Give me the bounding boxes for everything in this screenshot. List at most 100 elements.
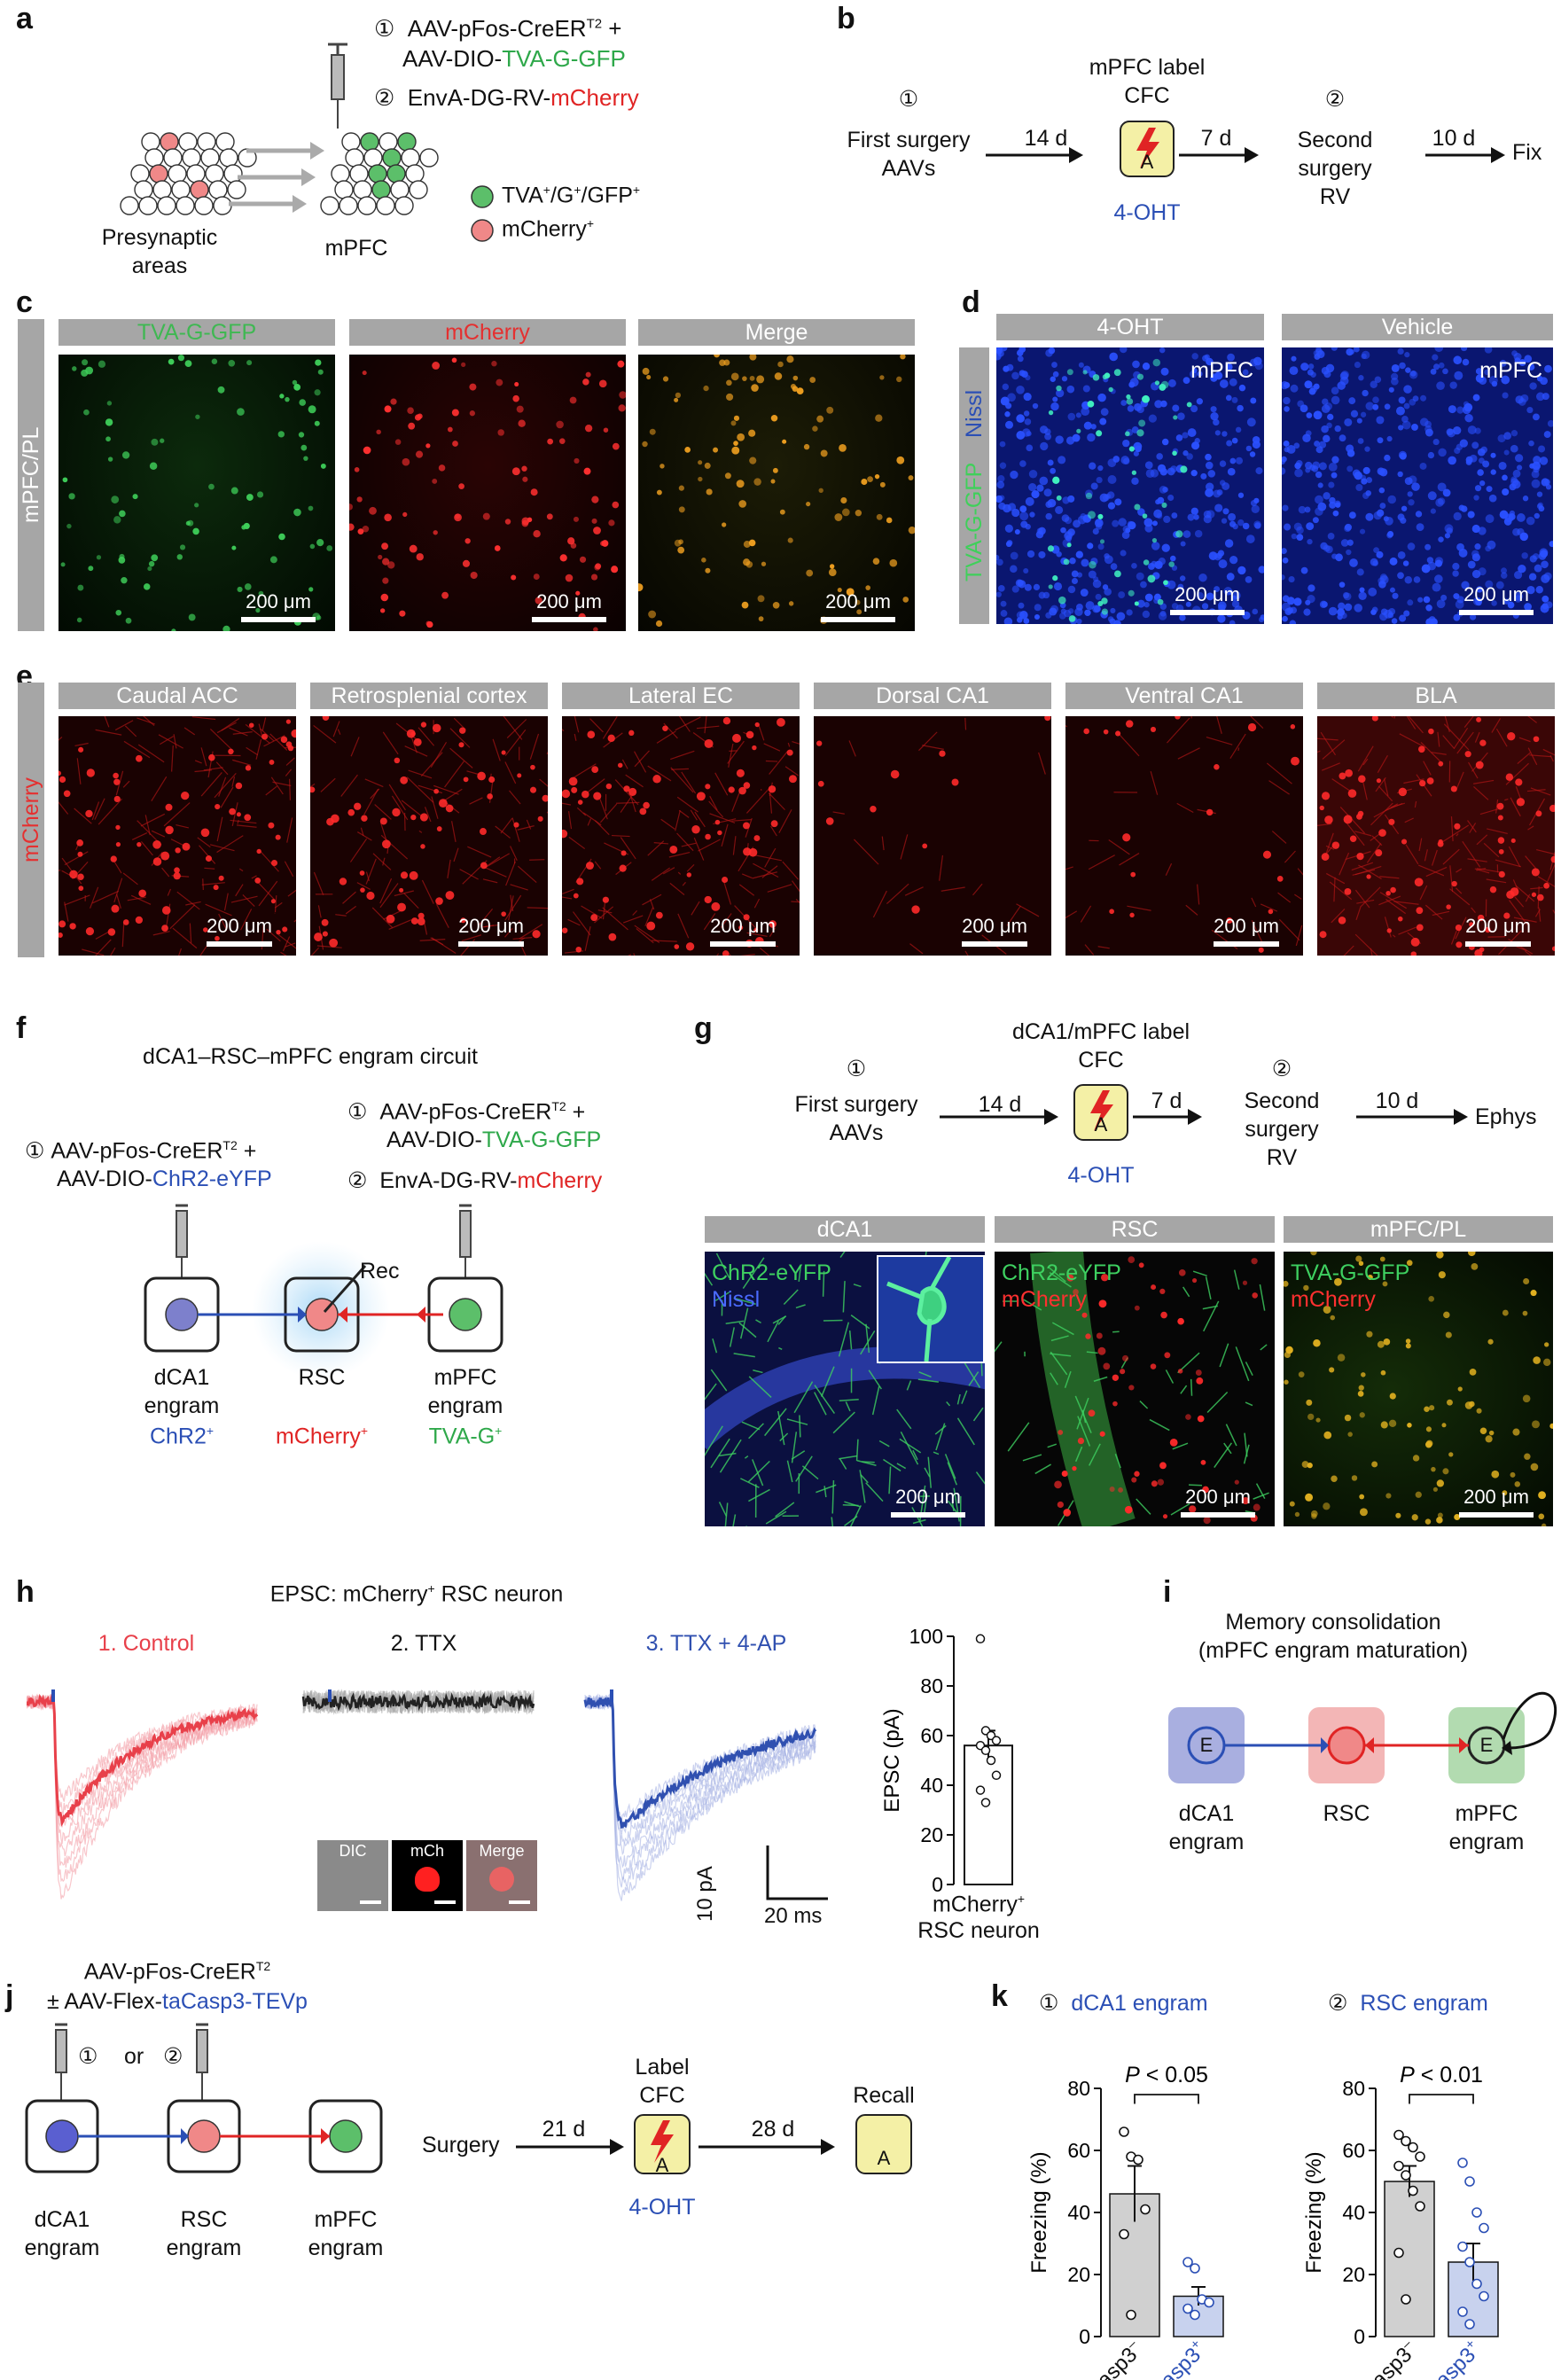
data-point	[1464, 2257, 1475, 2267]
b-rv: RV	[1319, 184, 1351, 209]
y-tick-label: 20	[1342, 2263, 1365, 2286]
f-left-line1: ① AAV-pFos-CreERT2 +	[25, 1138, 257, 1164]
syringe-icon	[55, 2023, 67, 2101]
category-label: Casp3–	[1355, 2336, 1423, 2380]
f-right-line3: ② EnvA-DG-RV-mCherry	[347, 1168, 603, 1193]
g-num2: ②	[1271, 1057, 1292, 1081]
data-point	[1408, 2142, 1418, 2153]
g-cfc: CFC	[1078, 1048, 1124, 1073]
areas-label: areas	[131, 254, 188, 278]
g-image-rsc: ChR2-eYFP mCherry 200 μm	[995, 1252, 1275, 1526]
scale-bar: 200 μm	[525, 590, 613, 622]
h-trace1-label: 1. Control	[98, 1631, 195, 1656]
j-21d: 21 d	[542, 2117, 586, 2142]
g-surgery: surgery	[1245, 1117, 1319, 1142]
e-header-0: Caudal ACC	[59, 683, 296, 709]
f-right-line2: AAV-DIO-TVA-G-GFP	[386, 1128, 602, 1152]
legend-tva-label: TVA+/G+/GFP+	[502, 183, 641, 208]
b-second: Second	[1297, 128, 1373, 152]
legend-red-dot	[471, 219, 494, 242]
category-label: Casp3–	[1081, 2336, 1148, 2380]
category-label: Casp3+	[1143, 2337, 1211, 2380]
j-timeline	[516, 2114, 912, 2174]
i-title2: (mPFC engram maturation)	[1198, 1638, 1469, 1663]
f-engram3: engram	[427, 1393, 503, 1418]
g-label: dCA1/mPFC label	[1011, 1019, 1190, 1044]
j-rsc: RSC	[180, 2207, 228, 2232]
h-title: EPSC: mCherry+ RSC neuron	[269, 1581, 564, 1607]
data-point	[1401, 2170, 1411, 2181]
panel-a-step1: ① AAV-pFos-CreERT2 +	[374, 15, 622, 42]
k2-freezing-chart: 0 20 40 60 80 Freezing (%) Casp3– Casp3+ P < 0.0…	[1302, 2063, 1499, 2380]
panel-a-step1-line2: AAV-DIO-TVA-G-GFP	[402, 45, 626, 72]
j-circuit	[25, 2023, 383, 2173]
k2-title: ② RSC engram	[1328, 1991, 1488, 2016]
g-14d: 14 d	[978, 1092, 1022, 1117]
bar	[1384, 2181, 1435, 2337]
h-scale-y: 10 pA	[693, 1866, 717, 1922]
panel-a-diagram	[120, 43, 494, 242]
j-num2: ②	[163, 2044, 183, 2069]
g-first-surgery: First surgery	[794, 1092, 918, 1117]
data-point	[1393, 2247, 1404, 2259]
d-header-vehicle: Vehicle	[1282, 314, 1553, 340]
panel-label-g: g	[694, 1011, 713, 1045]
g-7d: 7 d	[1151, 1089, 1182, 1113]
k1-title: ① dCA1 engram	[1039, 1991, 1208, 2016]
j-engram1: engram	[24, 2236, 100, 2260]
b-14d: 14 d	[1024, 126, 1068, 151]
scale-bar: 200 μm	[699, 915, 787, 947]
j-mpfc: mPFC	[314, 2207, 378, 2232]
data-point	[991, 1736, 1002, 1745]
c-image-merge: 200 μm	[638, 355, 915, 631]
e-image-5: 200 μm	[1317, 716, 1555, 956]
mpfc-cell-cluster	[320, 132, 439, 215]
scale-bar: 200 μm	[814, 590, 902, 622]
y-tick-label: 20	[920, 1823, 943, 1846]
g-ephys: Ephys	[1475, 1104, 1537, 1129]
i-mpfc: mPFC	[1455, 1801, 1518, 1826]
data-point	[1401, 2135, 1411, 2147]
scale-bar: 200 μm	[447, 915, 535, 947]
scale-bar: 200 μm	[1454, 915, 1542, 947]
h-epsc-bar-chart: 0 20 40 60 80 100 EPSC (pA)	[880, 1625, 1013, 1896]
data-point	[980, 1798, 991, 1807]
data-point	[975, 1785, 986, 1795]
y-tick-label: 40	[1342, 2201, 1365, 2224]
e-header-1: Retrosplenial cortex	[310, 683, 548, 709]
b-cfc: CFC	[1124, 83, 1170, 108]
g-4oht: 4-OHT	[1067, 1163, 1135, 1188]
recording-electrode	[323, 1265, 367, 1313]
lightning-icon	[1090, 1090, 1113, 1131]
b-num1: ①	[898, 87, 919, 112]
f-mpfc: mPFC	[433, 1365, 497, 1390]
scale-bar: 200 μm	[234, 590, 323, 622]
i-rsc: RSC	[1323, 1801, 1370, 1826]
data-point	[1393, 2129, 1404, 2141]
b-box-a: A	[1140, 151, 1154, 173]
f-left-line2: AAV-DIO-ChR2-eYFP	[57, 1167, 272, 1191]
y-tick-label: 20	[1067, 2263, 1090, 2286]
g-num1: ①	[846, 1057, 867, 1081]
g-box: A	[1094, 1113, 1108, 1135]
f-title: dCA1–RSC–mPFC engram circuit	[143, 1044, 478, 1069]
b-mpfc-label: mPFC label	[1089, 55, 1206, 80]
e-header-5: BLA	[1317, 683, 1555, 709]
h-epsc-traces	[27, 1689, 817, 1901]
data-point	[986, 1755, 996, 1766]
panel-a-step2: ② EnvA-DG-RV-mCherry	[374, 84, 639, 111]
d-header-4oht: 4-OHT	[996, 314, 1264, 340]
scale-bar: 200 μm	[950, 915, 1039, 947]
d-side-label: TVA-G-GFP Nissl	[959, 347, 989, 624]
c-image-gfp: 200 μm	[59, 355, 335, 631]
i-e3: E	[1479, 1734, 1494, 1756]
i-engram1: engram	[1168, 1830, 1245, 1854]
e-image-2: 200 μm	[562, 716, 800, 956]
y-tick-label: 80	[920, 1674, 943, 1697]
b-10d: 10 d	[1432, 126, 1476, 151]
y-tick-label: 60	[920, 1724, 943, 1747]
g-image-dca1: ChR2-eYFP Nissl 200 μm	[705, 1252, 985, 1526]
lightning-icon	[1136, 128, 1159, 168]
j-surgery: Surgery	[422, 2133, 500, 2158]
f-chr2: ChR2+	[149, 1424, 215, 1449]
